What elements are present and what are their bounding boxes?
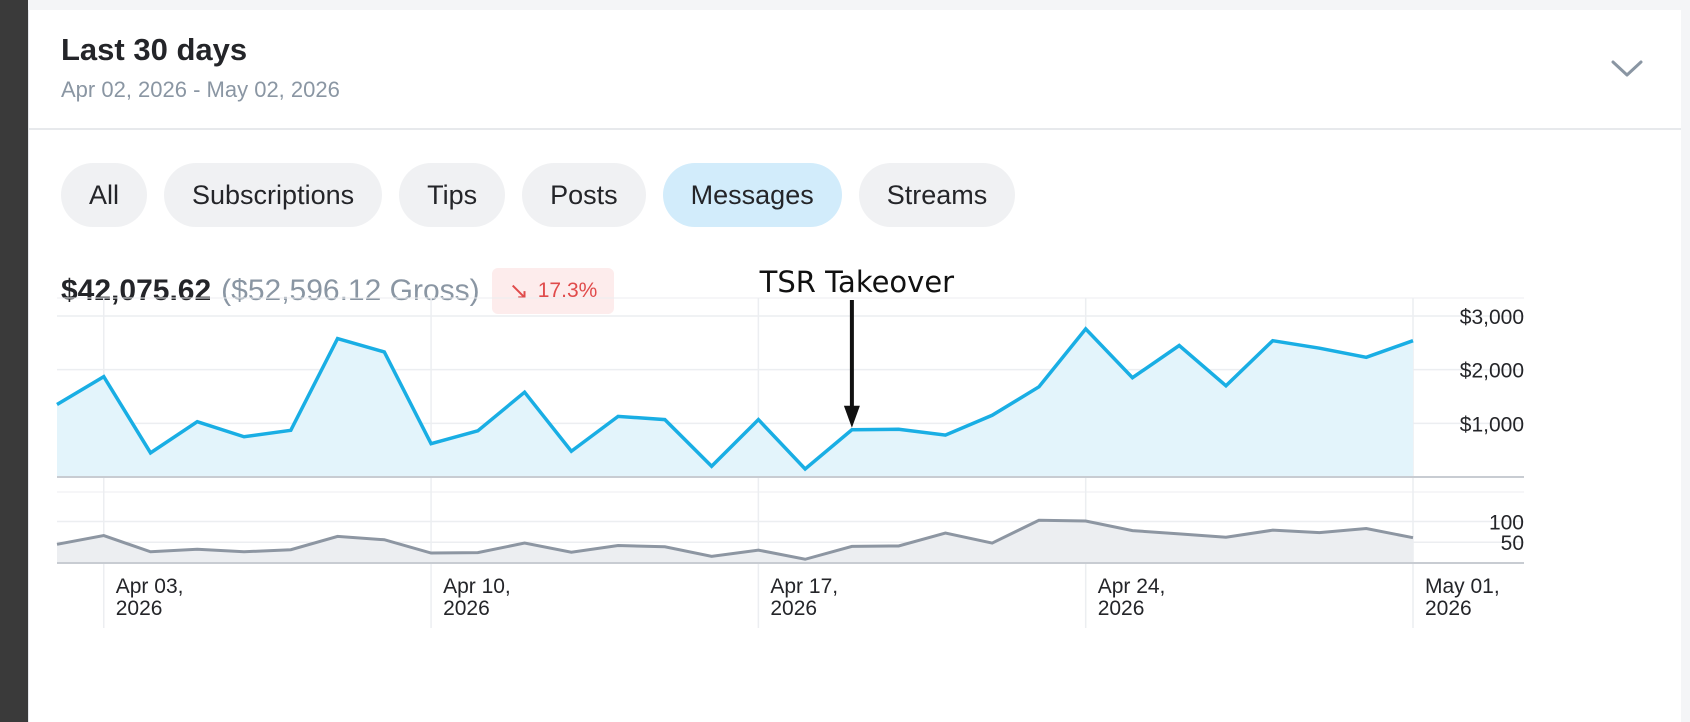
y-tick-label: $3,000 bbox=[1460, 306, 1524, 329]
earnings-summary: $42,075.62 ($52,596.12 Gross) ↘ 17.3% bbox=[61, 268, 615, 314]
net-total: $42,075.62 bbox=[61, 274, 212, 307]
period-title: Last 30 days bbox=[61, 32, 248, 67]
tab-tips[interactable]: Tips bbox=[399, 163, 506, 227]
y-tick-label: 100 bbox=[1489, 511, 1524, 534]
earnings-line bbox=[56, 326, 1414, 472]
period-selector[interactable]: Last 30 days Apr 02, 2026 - May 02, 2026 bbox=[29, 10, 1681, 130]
annotation-arrow-head bbox=[843, 405, 860, 428]
y-tick-label: $1,000 bbox=[1460, 413, 1524, 436]
x-tick-label: Apr 24, 2026 bbox=[1098, 575, 1166, 620]
tab-messages[interactable]: Messages bbox=[662, 163, 842, 227]
tab-subscriptions[interactable]: Subscriptions bbox=[164, 163, 383, 227]
window-edge bbox=[0, 0, 28, 722]
chevron-down-icon[interactable] bbox=[1609, 56, 1645, 80]
y-tick-label: $2,000 bbox=[1460, 360, 1524, 383]
x-tick-label: Apr 17, 2026 bbox=[770, 575, 838, 620]
change-value: 17.3% bbox=[537, 279, 598, 302]
tab-streams[interactable]: Streams bbox=[858, 163, 1016, 227]
count-area bbox=[57, 520, 1413, 563]
count-line bbox=[56, 518, 1414, 561]
gross-total: ($52,596.12 Gross) bbox=[221, 274, 480, 307]
tab-posts[interactable]: Posts bbox=[522, 163, 646, 227]
tab-all[interactable]: All bbox=[61, 163, 148, 227]
x-tick-label: May 01, 2026 bbox=[1425, 575, 1500, 620]
x-tick-label: Apr 03, 2026 bbox=[116, 575, 184, 620]
annotation-label: TSR Takeover bbox=[759, 265, 955, 299]
earnings-card: Last 30 days Apr 02, 2026 - May 02, 2026… bbox=[28, 10, 1681, 722]
y-tick-label: 50 bbox=[1501, 532, 1524, 555]
period-date-range: Apr 02, 2026 - May 02, 2026 bbox=[61, 77, 340, 102]
x-tick-label: Apr 10, 2026 bbox=[443, 575, 511, 620]
earnings-area bbox=[57, 328, 1413, 477]
category-tabs: All Subscriptions Tips Posts Messages St… bbox=[61, 163, 1016, 227]
change-badge: ↘ 17.3% bbox=[491, 268, 615, 314]
